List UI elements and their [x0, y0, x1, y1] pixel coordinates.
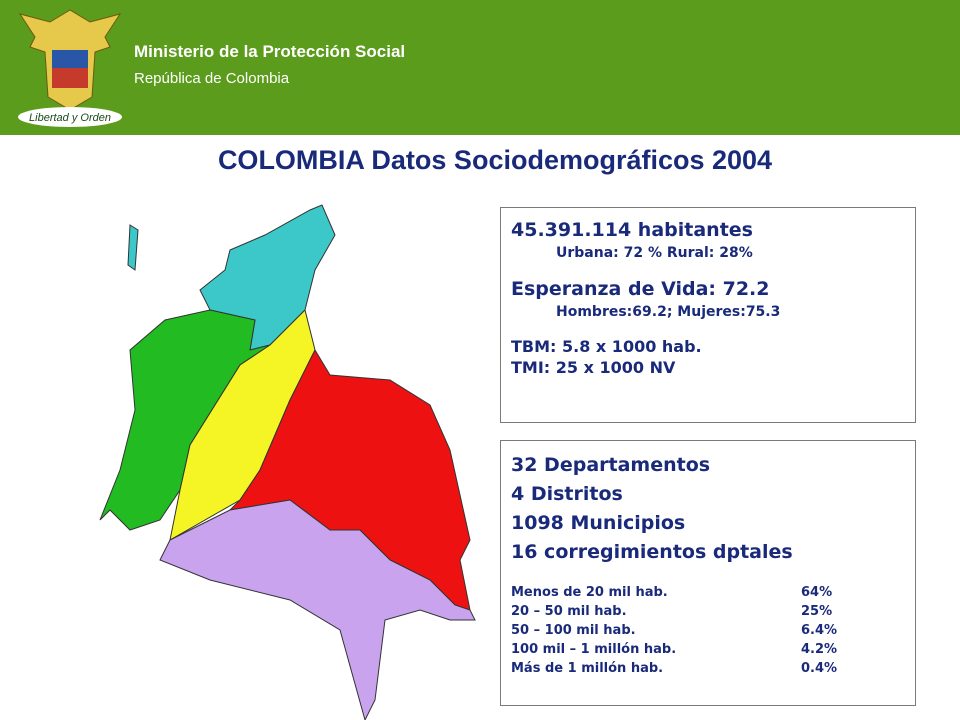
admin-box: 32 Departamentos 4 Distritos 1098 Municipi… [500, 440, 916, 706]
slide-title: COLOMBIA Datos Sociodemográficos 2004 [217, 145, 773, 175]
header-subtitle: República de Colombia [134, 70, 290, 87]
map [99, 204, 476, 720]
admin-line: 16 corregimientos dptales [511, 541, 793, 563]
admin-line: 32 Departamentos [511, 454, 711, 476]
size-row: 20 – 50 mil hab. 25% [511, 602, 915, 621]
population-box: 45.391.114 habitantes Urbana: 72 % Rural… [500, 207, 916, 423]
share: 6.4% [801, 623, 838, 638]
header-title: Ministerio de la Protección Social [134, 42, 406, 61]
admin-line: 4 Distritos [511, 483, 623, 505]
urban-rural: Urbana: 72 % Rural: 28% [556, 245, 753, 261]
size-row: Menos de 20 mil hab. 64% [511, 583, 915, 602]
size-class: Menos de 20 mil hab. [511, 585, 668, 600]
share: 4.2% [801, 642, 838, 657]
header-band: Libertad y Orden Ministerio de la Protec… [0, 0, 960, 135]
life-expectancy: Esperanza de Vida: 72.2 [511, 278, 770, 300]
size-class: Más de 1 millón hab. [511, 661, 664, 676]
size-class: 50 – 100 mil hab. [511, 623, 636, 638]
emblem: Libertad y Orden [18, 9, 122, 127]
share: 64% [801, 585, 833, 600]
admin-line: 1098 Municipios [511, 512, 686, 534]
size-row: 50 – 100 mil hab. 6.4% [511, 621, 915, 640]
size-row: Más de 1 millón hab. 0.4% [511, 659, 915, 678]
size-class: 20 – 50 mil hab. [511, 604, 627, 619]
size-class: 100 mil – 1 millón hab. [511, 642, 677, 657]
life-by-sex: Hombres:69.2; Mujeres:75.3 [556, 304, 781, 320]
share: 25% [801, 604, 833, 619]
population: 45.391.114 habitantes [511, 219, 753, 241]
size-row: 100 mil – 1 millón hab. 4.2% [511, 640, 915, 659]
tmi: TMI: 25 x 1000 NV [511, 358, 676, 377]
share: 0.4% [801, 661, 838, 676]
emblem-text: Libertad y Orden [29, 112, 111, 124]
tbm: TBM: 5.8 x 1000 hab. [511, 337, 702, 356]
